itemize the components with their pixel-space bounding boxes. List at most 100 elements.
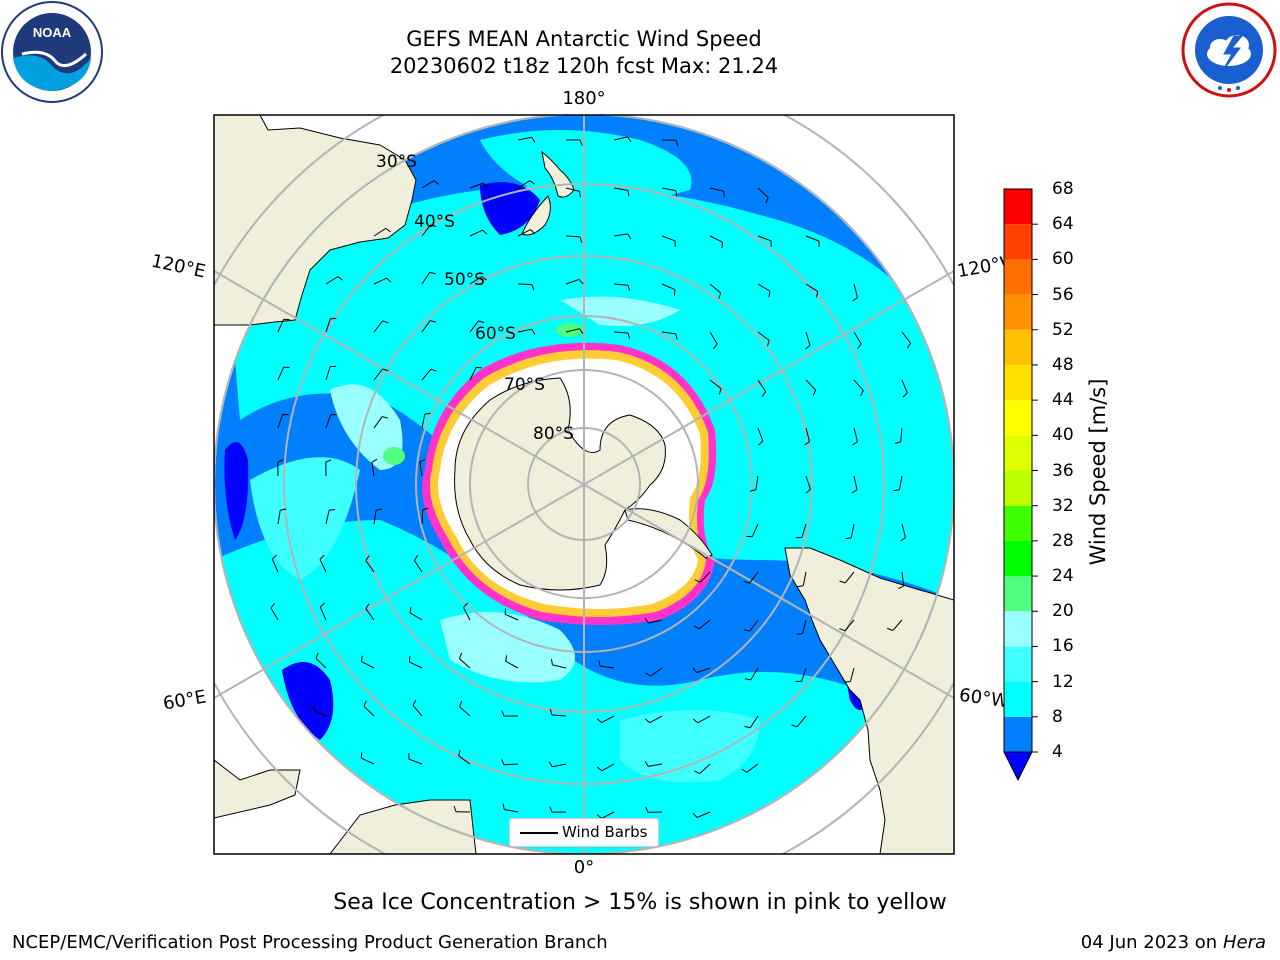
wind-barb <box>700 571 711 583</box>
wind-barb <box>459 706 471 717</box>
wind-barb <box>270 607 279 621</box>
wind-barb-flag <box>900 537 906 542</box>
wind-barb <box>421 180 435 189</box>
wind-barb-flag <box>549 806 553 813</box>
colorbar-segment <box>1004 611 1032 647</box>
wind-barb-flag <box>270 602 276 609</box>
wind-barb <box>696 811 711 818</box>
wind-barb <box>709 379 722 389</box>
colorbar-tick-label: 20 <box>1052 601 1074 622</box>
wind-barb-flag <box>886 627 893 631</box>
wind-barb <box>469 367 477 381</box>
wind-barb <box>601 715 615 724</box>
lat-label-50s: 50°S <box>444 270 485 290</box>
wind-barb-flag <box>422 507 429 511</box>
wind-barb <box>313 709 327 717</box>
wind-barb <box>505 660 519 669</box>
wind-barb-legend-line <box>520 832 558 834</box>
wind-barb <box>361 661 375 669</box>
wind-barb <box>319 606 327 621</box>
wind-barb <box>709 331 718 345</box>
wind-barb-flag <box>804 441 810 446</box>
wind-barb <box>757 331 770 341</box>
lat-label-70s: 70°S <box>504 375 545 395</box>
lat-label-80s: 80°S <box>533 424 574 444</box>
colorbar-extend-arrow <box>1003 751 1033 782</box>
wind-barb <box>325 510 330 525</box>
wind-barb <box>613 283 629 286</box>
wind-barb-flag <box>481 276 487 281</box>
wind-barb-flag <box>419 458 426 463</box>
wind-barb <box>757 187 769 198</box>
wind-barb-flag <box>741 768 747 773</box>
wind-barb-flag <box>627 190 630 197</box>
colorbar-segment <box>1004 646 1032 682</box>
wind-barb <box>413 560 423 573</box>
wind-barb <box>892 619 903 631</box>
wind-barb-flag <box>579 236 583 243</box>
wind-barb-flag <box>627 332 631 339</box>
wind-barb <box>419 462 423 477</box>
wind-barb-flag <box>758 440 764 446</box>
wind-barb <box>421 509 424 525</box>
wind-barb-flag <box>645 806 649 813</box>
lat-label-60s: 60°S <box>475 324 516 344</box>
wind-barb <box>802 571 807 586</box>
wind-barb-flag <box>382 368 389 372</box>
wind-barb-flag <box>548 761 553 768</box>
wind-barbs <box>270 136 912 819</box>
wind-barb-flag <box>767 340 770 347</box>
wind-barb <box>898 475 903 490</box>
wind-barb <box>463 607 471 621</box>
wind-barb <box>421 414 426 429</box>
wind-barb-flag <box>860 390 864 397</box>
wind-barb-flag <box>502 803 505 810</box>
lat-label-40s: 40°S <box>414 212 455 232</box>
wind-barb-flag <box>845 537 852 540</box>
wind-barb-flag <box>463 602 468 608</box>
wind-barb <box>373 227 386 237</box>
wind-barb <box>600 665 615 669</box>
wind-barb-flag <box>365 603 370 609</box>
colorbar-tick-label: 56 <box>1052 284 1074 305</box>
wind-barb-flag <box>692 667 698 673</box>
wind-barb-flag <box>761 391 767 397</box>
wind-barb <box>517 229 531 237</box>
wind-barb-flag <box>579 139 583 146</box>
wind-barb-flag <box>713 343 718 350</box>
wind-barb-flag <box>337 276 343 281</box>
wind-barb <box>613 233 628 237</box>
wind-barb-flag <box>812 389 817 396</box>
colorbar-tick-label: 48 <box>1052 354 1074 375</box>
wind-barb <box>697 715 711 724</box>
wind-barb-flag <box>365 555 370 561</box>
colorbar-tick-label: 16 <box>1052 636 1074 657</box>
wind-barb-flag <box>839 628 846 632</box>
wind-barb-flag <box>692 718 699 724</box>
wind-barb-flag <box>844 681 851 683</box>
wind-barb-flag <box>277 459 284 463</box>
wind-barb <box>421 224 431 237</box>
wind-barb <box>649 715 663 724</box>
wind-barb <box>901 379 908 394</box>
wind-barb <box>409 612 423 621</box>
colorbar-tick-label: 8 <box>1052 706 1063 727</box>
wind-barb-flag <box>433 180 440 185</box>
wind-barb <box>504 613 519 621</box>
wind-barbs-legend: Wind Barbs <box>509 818 659 847</box>
wind-barb-flag <box>280 508 287 511</box>
wind-barb-flag <box>596 766 603 772</box>
wind-barb <box>805 331 811 346</box>
wind-barb-flag <box>551 658 553 665</box>
wind-barb <box>601 763 615 772</box>
wind-barb <box>277 510 281 525</box>
wind-barb <box>801 523 807 538</box>
wind-barb <box>459 658 471 669</box>
wind-barb-flag <box>579 328 584 334</box>
wind-barb <box>421 368 432 381</box>
wind-barb-flag <box>796 633 803 635</box>
wind-barb-flag <box>478 320 485 324</box>
wind-barb-flag <box>371 458 378 463</box>
wind-barb-flag <box>382 320 389 324</box>
wind-barb-flag <box>675 190 678 197</box>
